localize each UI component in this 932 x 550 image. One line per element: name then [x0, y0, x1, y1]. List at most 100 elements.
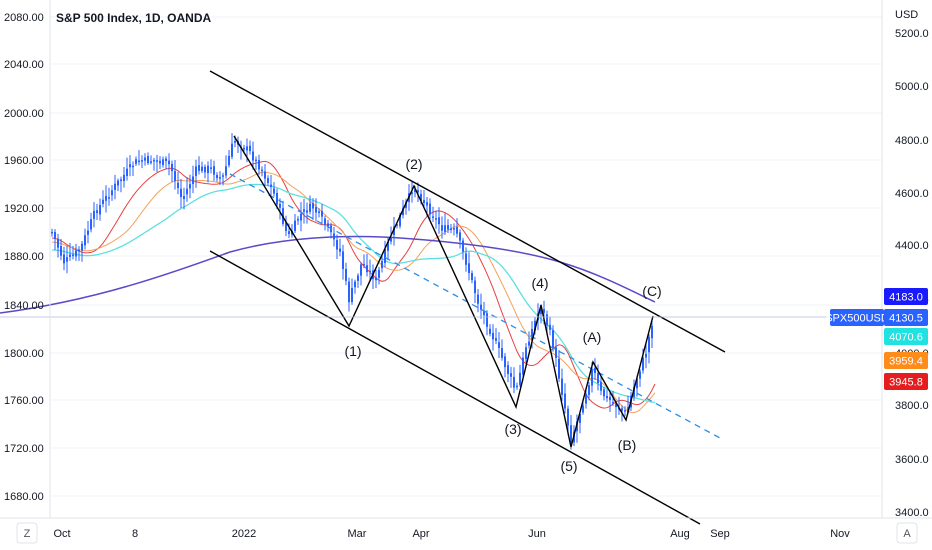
candle-body [123, 174, 125, 181]
candle-body [468, 263, 470, 274]
candle-body [243, 147, 245, 150]
candle-body [561, 378, 563, 395]
candle-body [324, 218, 326, 225]
price-badge [884, 328, 928, 345]
candle-body [366, 265, 368, 273]
left-axis-tick: 1960.00 [4, 155, 44, 167]
candle-body [510, 373, 512, 377]
candle-body [417, 190, 419, 193]
candle-body [435, 218, 437, 220]
price-badge-label: 4070.6 [889, 332, 923, 344]
left-axis-tick: 2040.00 [4, 59, 44, 71]
time-axis-tick: Mar [348, 528, 367, 540]
candle-body [225, 166, 227, 176]
right-axis-tick: 4400.0 [895, 240, 929, 252]
candle-body [120, 179, 122, 181]
candle-body [606, 396, 608, 399]
candle-body [429, 203, 431, 215]
candle-body [525, 347, 527, 360]
candle-body [540, 307, 542, 315]
candle-body [612, 402, 614, 404]
left-axis-tick: 2000.00 [4, 108, 44, 120]
candle-body [192, 176, 194, 184]
candle-body [447, 224, 449, 230]
candle-body [456, 227, 458, 234]
candle-body [516, 385, 518, 388]
wave-label: (C) [642, 283, 661, 299]
candle-body [204, 166, 206, 173]
wave-label: (B) [618, 437, 637, 453]
candle-body [570, 425, 572, 444]
time-axis-tick: Sep [710, 528, 730, 540]
left-axis-tick: 1840.00 [4, 300, 44, 312]
right-axis-tick: 4600.0 [895, 188, 929, 200]
auto-scale-button[interactable]: A [896, 522, 918, 544]
candle-body [132, 165, 134, 168]
candle-body [222, 175, 224, 177]
candle-body [600, 382, 602, 391]
candle-body [465, 253, 467, 265]
candle-body [87, 230, 89, 235]
candle-body [126, 168, 128, 177]
left-axis-tick: 1800.00 [4, 348, 44, 360]
channel-upper-line [209, 70, 726, 353]
candle-body [249, 145, 251, 152]
candle-body [462, 240, 464, 252]
right-axis-tick: 3400.0 [895, 507, 929, 519]
candle-body [432, 216, 434, 218]
candle-body [555, 347, 557, 358]
candle-body [66, 257, 68, 262]
candle-body [522, 357, 524, 375]
candle-body [63, 254, 65, 264]
candle-body [306, 210, 308, 213]
candle-body [162, 159, 164, 165]
candle-body [270, 184, 272, 188]
price-badge [830, 309, 884, 326]
candle-body [450, 228, 452, 230]
wave-label: (2) [405, 156, 422, 172]
candle-body [546, 314, 548, 326]
candle-body [381, 261, 383, 269]
candle-body [129, 164, 131, 168]
candle-body [150, 161, 152, 163]
right-axis-tick: 5000.0 [895, 81, 929, 93]
candle-body [258, 160, 260, 170]
candle-body [327, 223, 329, 227]
candle-body [285, 222, 287, 232]
candle-body [378, 269, 380, 278]
wave-label: (4) [531, 275, 548, 291]
time-axis-tick: Jun [528, 528, 546, 540]
candle-body [186, 188, 188, 195]
candle-body [183, 196, 185, 200]
candle-body [321, 211, 323, 217]
zoom-button[interactable]: Z [16, 522, 38, 544]
candle-body [189, 184, 191, 189]
candle-body [105, 195, 107, 201]
candle-body [579, 413, 581, 423]
candle-body [138, 160, 140, 163]
right-axis-unit: USD [895, 9, 918, 21]
candle-body [156, 160, 158, 162]
channel-lower-line [209, 250, 701, 525]
candle-body [81, 243, 83, 251]
left-axis-tick: 1760.00 [4, 395, 44, 407]
candle-body [528, 341, 530, 346]
candle-body [387, 241, 389, 251]
candle-body [102, 199, 104, 204]
candle-body [300, 213, 302, 221]
moving-averages [0, 160, 656, 414]
candle-body [54, 231, 56, 240]
candle-body [519, 372, 521, 385]
candle-body [159, 160, 161, 164]
candle-body [444, 225, 446, 232]
candle-body [351, 288, 353, 303]
candle-body [414, 189, 416, 193]
ma-fast-line [51, 160, 656, 409]
candle-body [552, 330, 554, 349]
candle-body [255, 159, 257, 162]
candle-body [534, 320, 536, 331]
candle-body [348, 281, 350, 303]
candle-body [369, 270, 371, 273]
